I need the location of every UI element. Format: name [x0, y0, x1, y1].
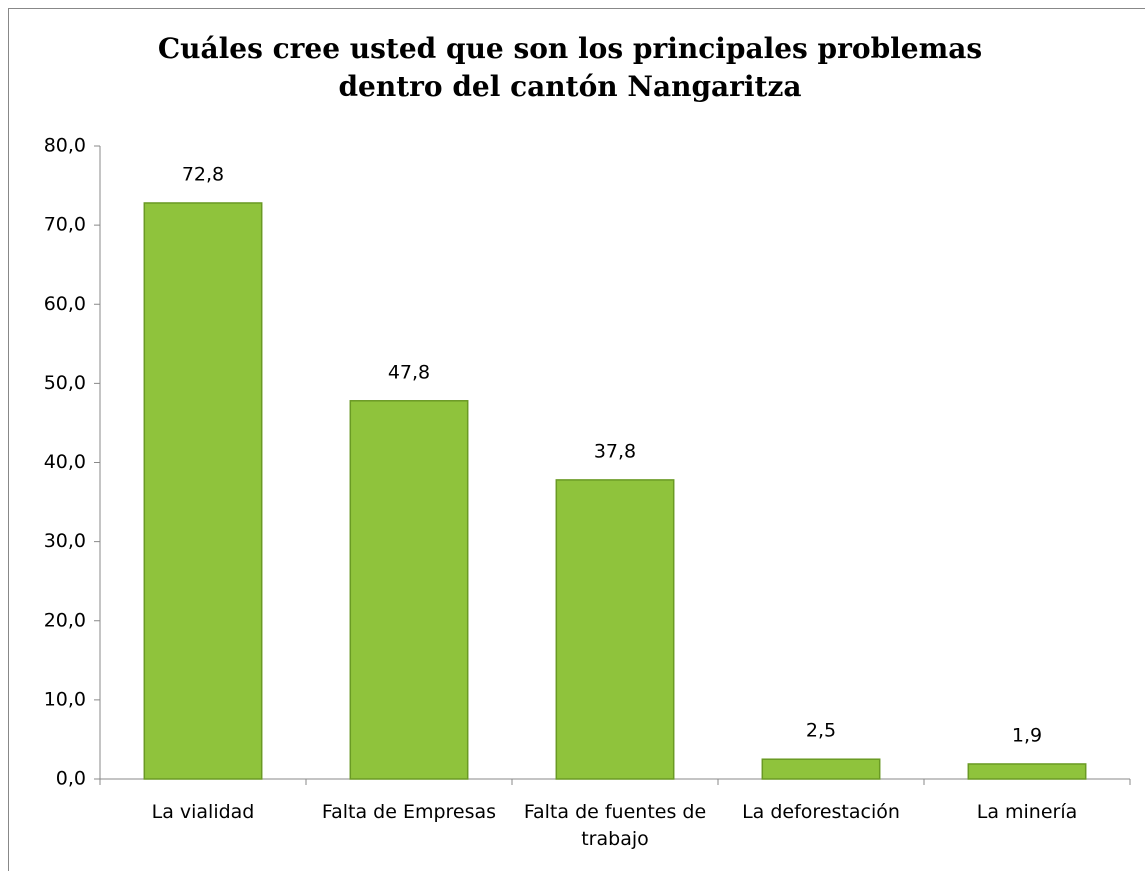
- y-tick-label: 20,0: [44, 609, 86, 631]
- chart-border: [8, 8, 1145, 871]
- bar: [555, 479, 675, 780]
- y-tick-label: 50,0: [44, 372, 86, 394]
- x-tick-label: La vialidad: [151, 801, 255, 823]
- data-label: 37,8: [594, 440, 636, 462]
- x-tick-label: Falta de fuentes de trabajo: [523, 801, 707, 850]
- chart-title: Cuáles cree usted que son los principale…: [157, 32, 983, 103]
- y-tick-label: 30,0: [44, 530, 86, 552]
- y-tick-label: 40,0: [44, 451, 86, 473]
- bar: [967, 763, 1087, 780]
- bar: [349, 400, 469, 780]
- x-tick-label: La deforestación: [742, 801, 900, 823]
- data-label: 72,8: [182, 163, 224, 185]
- bar: [761, 758, 881, 780]
- data-label: 1,9: [1012, 724, 1042, 746]
- y-tick-label: 0,0: [56, 768, 86, 790]
- x-tick-label: Falta de Empresas: [321, 801, 497, 823]
- bar: [143, 202, 263, 780]
- data-label: 47,8: [388, 361, 430, 383]
- y-tick-label: 70,0: [44, 214, 86, 236]
- y-tick-label: 60,0: [44, 293, 86, 315]
- data-label: 2,5: [806, 720, 836, 742]
- x-tick-label: La minería: [976, 801, 1078, 823]
- y-tick-label: 80,0: [44, 135, 86, 157]
- y-tick-label: 10,0: [44, 688, 86, 710]
